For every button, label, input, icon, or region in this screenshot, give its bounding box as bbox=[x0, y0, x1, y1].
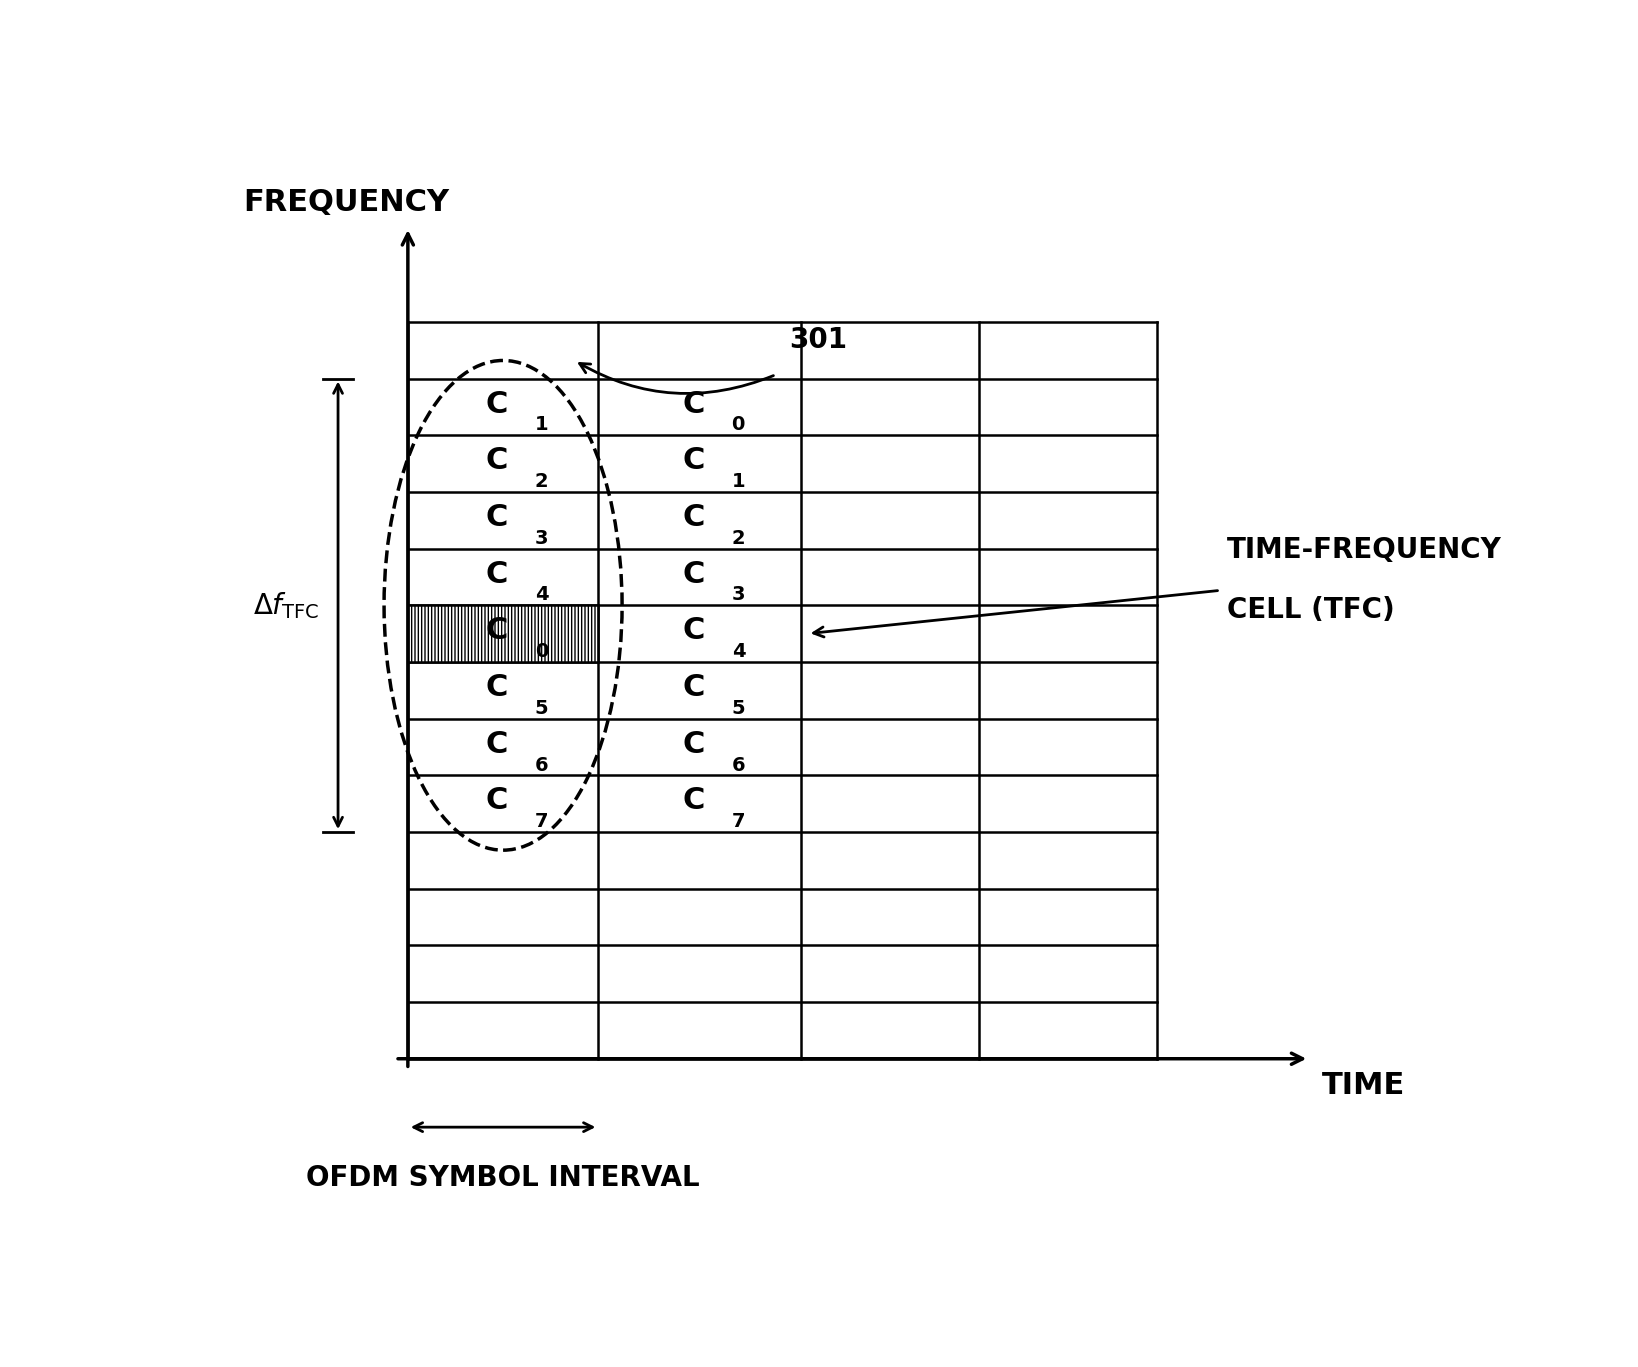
Text: C: C bbox=[683, 617, 704, 645]
Text: C: C bbox=[485, 730, 508, 759]
Text: C: C bbox=[683, 503, 704, 532]
Text: 7: 7 bbox=[732, 812, 745, 831]
Text: C: C bbox=[485, 786, 508, 815]
Text: C: C bbox=[683, 390, 704, 418]
Text: C: C bbox=[485, 617, 508, 645]
Text: C: C bbox=[683, 786, 704, 815]
Text: 3: 3 bbox=[732, 585, 745, 604]
Text: 3: 3 bbox=[534, 529, 549, 548]
Text: 2: 2 bbox=[534, 472, 549, 491]
Text: C: C bbox=[683, 559, 704, 589]
Text: 7: 7 bbox=[534, 812, 549, 831]
Text: 4: 4 bbox=[732, 642, 745, 662]
Text: C: C bbox=[485, 390, 508, 418]
Text: 0: 0 bbox=[732, 416, 745, 435]
Text: FREQUENCY: FREQUENCY bbox=[242, 187, 449, 216]
Text: OFDM SYMBOL INTERVAL: OFDM SYMBOL INTERVAL bbox=[306, 1165, 699, 1192]
Text: $\Delta f_{\rm TFC}$: $\Delta f_{\rm TFC}$ bbox=[252, 591, 319, 621]
Text: CELL (TFC): CELL (TFC) bbox=[1227, 596, 1394, 623]
Text: 6: 6 bbox=[534, 756, 549, 775]
Text: C: C bbox=[485, 673, 508, 703]
Text: 6: 6 bbox=[732, 756, 745, 775]
Bar bbox=[408, 606, 598, 662]
Text: 4: 4 bbox=[534, 585, 549, 604]
Text: TIME-FREQUENCY: TIME-FREQUENCY bbox=[1227, 536, 1502, 565]
Text: 301: 301 bbox=[790, 325, 847, 354]
Text: 1: 1 bbox=[732, 472, 745, 491]
Text: 5: 5 bbox=[732, 699, 745, 718]
Text: 1: 1 bbox=[534, 416, 549, 435]
Text: TIME: TIME bbox=[1322, 1070, 1405, 1099]
Text: C: C bbox=[683, 446, 704, 476]
Text: C: C bbox=[485, 503, 508, 532]
Text: C: C bbox=[485, 446, 508, 476]
Text: C: C bbox=[683, 673, 704, 703]
Text: 0: 0 bbox=[534, 642, 549, 662]
Text: 5: 5 bbox=[534, 699, 549, 718]
Text: 2: 2 bbox=[732, 529, 745, 548]
Text: C: C bbox=[485, 559, 508, 589]
Text: C: C bbox=[683, 730, 704, 759]
Bar bbox=[408, 606, 598, 662]
